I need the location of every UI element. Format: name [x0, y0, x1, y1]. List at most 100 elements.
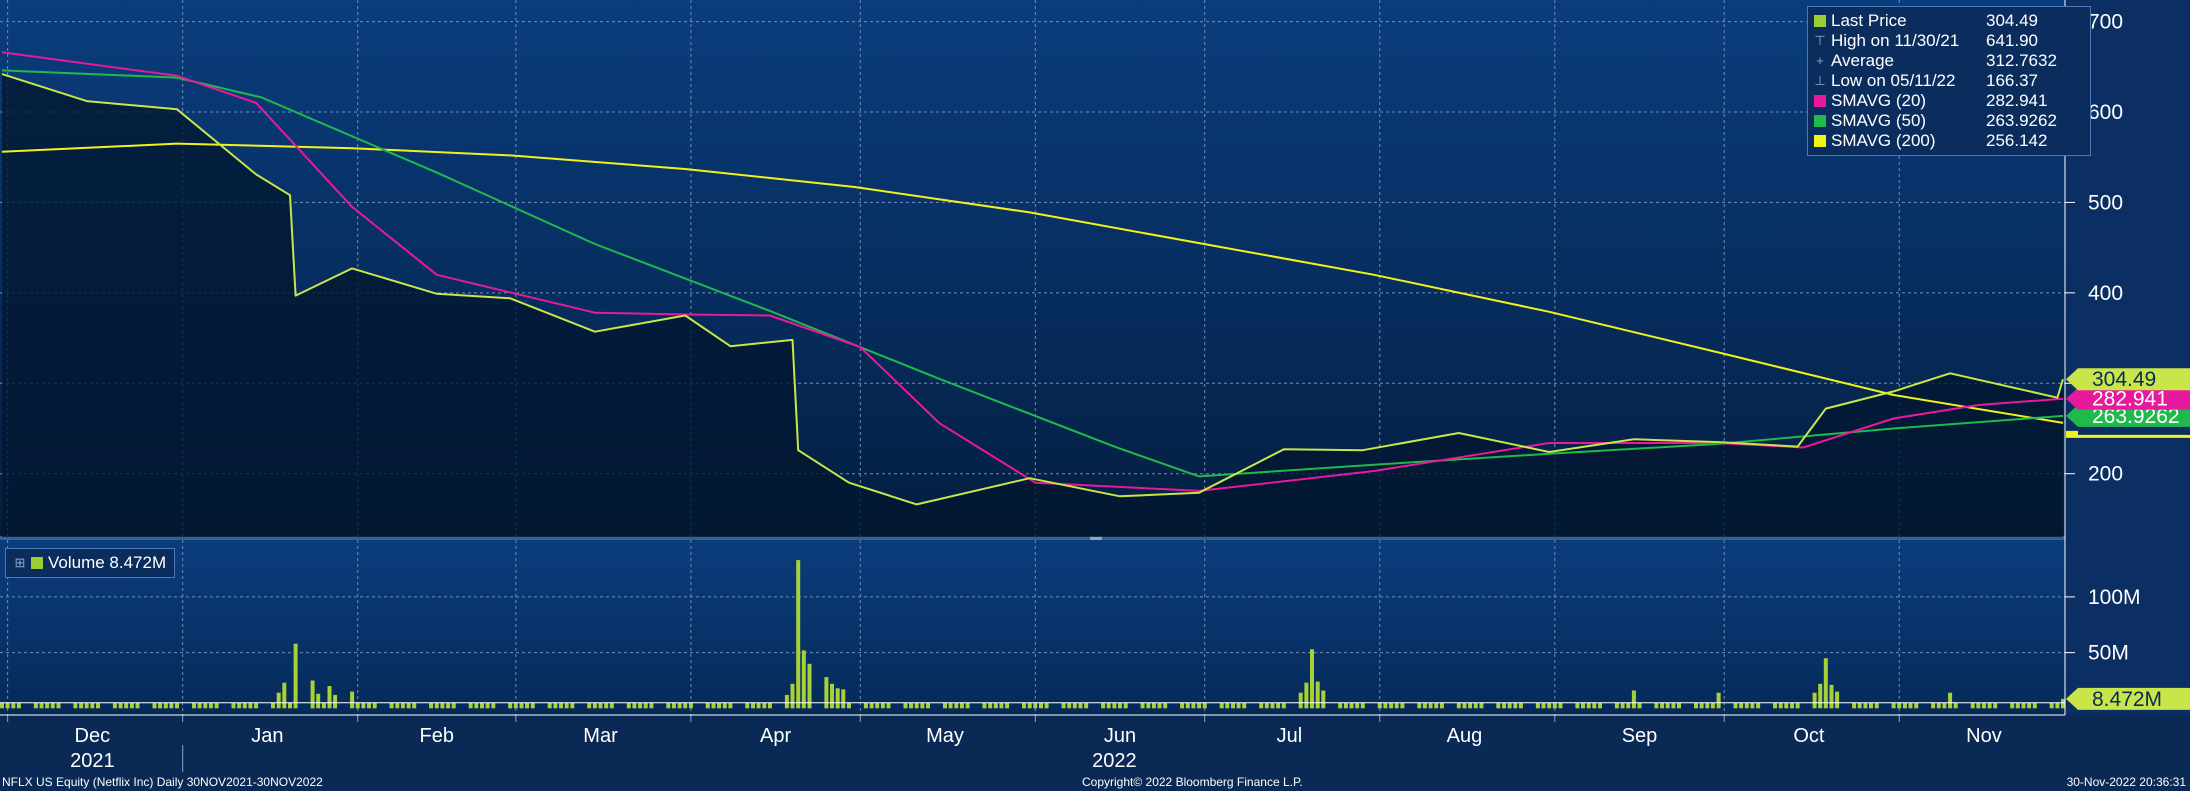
volume-bar [1744, 702, 1749, 709]
y-tick-label: 700 [2088, 11, 2123, 34]
x-tick-label: Feb [420, 725, 454, 747]
volume-bar [982, 702, 987, 709]
volume-bar [903, 702, 908, 709]
volume-bar [671, 702, 676, 709]
volume-bar [1948, 692, 1953, 709]
volume-bar [1072, 702, 1077, 709]
volume-bar [1705, 702, 1710, 709]
x-tick-label: Oct [1793, 725, 1825, 747]
volume-bar [400, 702, 405, 709]
volume-bar [592, 702, 597, 709]
volume-bar [1852, 702, 1857, 709]
volume-bar [711, 702, 716, 709]
volume-bar [1163, 702, 1168, 709]
y-tick-label: 400 [2088, 282, 2123, 305]
legend-item[interactable]: SMAVG (50) 263.9262 [1814, 111, 2084, 131]
sma50-line [1, 69, 2064, 478]
volume-bar [2061, 698, 2065, 709]
sma200-line [1, 142, 2064, 424]
panel-divider-handle[interactable] [1090, 536, 1102, 540]
volume-bar [237, 702, 242, 709]
volume-bar [626, 702, 631, 709]
volume-bar [406, 702, 411, 709]
volume-bar [559, 702, 563, 709]
volume-bar [1773, 702, 1777, 709]
legend-item[interactable]: ⊥ Low on 05/11/22 166.37 [1814, 71, 2084, 91]
legend-value: 166.37 [1986, 71, 2038, 90]
volume-bar [1552, 702, 1557, 709]
volume-bar [5, 702, 10, 709]
volume-bar [1936, 702, 1941, 709]
volume-bar [796, 560, 801, 709]
legend-item[interactable]: Last Price 304.49 [1814, 11, 2084, 31]
x-tick-label: Sep [1622, 725, 1658, 747]
volume-bar [33, 702, 38, 709]
volume-bar [508, 702, 513, 709]
last-value-tag: 304.49 [2066, 368, 2190, 391]
volume-bar [485, 702, 490, 709]
price-legend[interactable]: Last Price 304.49 ⊤ High on 11/30/21 641.90 +… [1807, 6, 2091, 156]
volume-bar [276, 692, 281, 709]
last-value-tag: 8.472M [2066, 687, 2190, 711]
volume-bar [1756, 702, 1761, 709]
volume-bar [1857, 702, 1862, 709]
volume-bar [163, 702, 168, 709]
volume-bar [847, 702, 851, 709]
legend-item[interactable]: SMAVG (20) 282.941 [1814, 91, 2084, 111]
volume-bar [73, 702, 78, 709]
legend-value: 282.941 [1986, 91, 2048, 110]
volume-legend[interactable]: ⊞ Volume 8.472M [5, 548, 176, 578]
volume-bar [1236, 702, 1241, 709]
volume-bar [999, 702, 1004, 709]
volume-bar [1146, 702, 1151, 709]
volume-bar [1473, 702, 1478, 709]
legend-value: 312.7632 [1986, 51, 2057, 70]
volume-bar [1185, 702, 1190, 709]
volume-bar [1298, 692, 1303, 709]
volume-bar [728, 702, 733, 709]
volume-bar [926, 702, 930, 709]
volume-bar [208, 702, 213, 709]
expand-icon[interactable]: ⊞ [14, 555, 26, 570]
volume-bar [1869, 702, 1873, 709]
volume-bar [468, 702, 473, 709]
volume-bar [1902, 702, 1907, 709]
volume-bar [632, 702, 637, 709]
volume-bar [1078, 702, 1083, 709]
volume-bar [434, 702, 439, 709]
volume-bar [491, 702, 496, 709]
volume-bar [90, 702, 95, 709]
x-tick-label: Mar [583, 725, 618, 747]
x-tick-label: Aug [1447, 725, 1483, 747]
volume-bar [1434, 702, 1439, 709]
volume-bar [446, 702, 451, 709]
volume-bar [2010, 702, 2015, 709]
volume-bar [1349, 702, 1354, 709]
volume-bar [1259, 702, 1264, 709]
volume-bar [1197, 702, 1202, 709]
volume-bar [886, 702, 891, 709]
legend-item[interactable]: SMAVG (200) 256.142 [1814, 131, 2084, 151]
volume-bar [1586, 702, 1591, 709]
volume-bar [666, 702, 671, 709]
high-marker-icon: ⊤ [1814, 33, 1826, 48]
volume-bar [56, 702, 61, 709]
legend-value: 304.49 [1986, 11, 2038, 30]
volume-bar [1225, 702, 1230, 709]
volume-bar [1061, 702, 1066, 709]
panel-divider [0, 536, 2065, 540]
volume-bar [1394, 702, 1399, 709]
volume-bar [1033, 702, 1038, 709]
legend-item[interactable]: ⊤ High on 11/30/21 641.90 [1814, 31, 2084, 51]
volume-bar [863, 702, 868, 709]
volume-bar [203, 702, 208, 709]
series-lines [1, 51, 2064, 506]
volume-bar [112, 702, 117, 709]
volume-bar [1626, 702, 1631, 709]
volume-bar [649, 702, 654, 709]
x-tick-label: May [926, 725, 964, 747]
volume-bar [604, 702, 609, 709]
legend-item[interactable]: + Average 312.7632 [1814, 51, 2084, 71]
volume-bar [784, 694, 789, 709]
